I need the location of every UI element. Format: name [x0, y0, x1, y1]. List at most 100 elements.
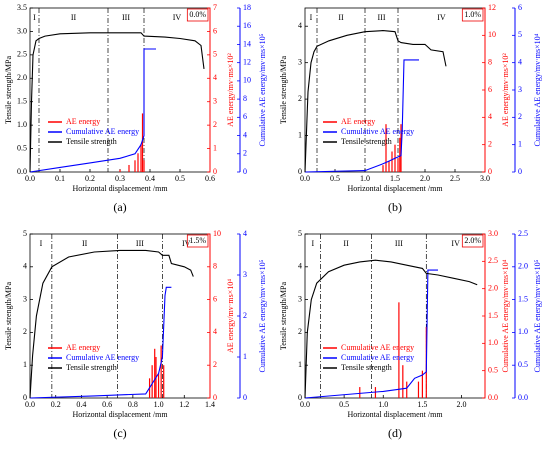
stage-label: I: [40, 239, 43, 248]
y2-tick-label: 10: [488, 30, 496, 39]
y2-axis-label: Cumulative AE energy/mv·ms×10⁴: [501, 259, 510, 372]
x-tick-label: 0.4: [145, 174, 155, 183]
x-axis-label: Horizontal displacement /mm: [72, 410, 168, 419]
y3-tick-label: 12: [243, 57, 251, 66]
x-tick-label: 0.2: [51, 400, 61, 409]
y3-tick-label: 1.5: [518, 294, 528, 303]
stage-label: II: [338, 13, 344, 22]
y2-tick-label: 4: [213, 73, 217, 82]
y2-tick-label: 7: [213, 3, 217, 12]
y2-tick-label: 2.0: [488, 283, 498, 292]
y2-tick-label: 1: [213, 143, 217, 152]
y2-tick-label: 10: [213, 229, 221, 238]
y-axis-label: Tensile strength/MPa: [4, 56, 13, 125]
y2-axis-label: AE energy/mv·ms×10⁴: [226, 279, 235, 353]
x-tick-label: 1.2: [179, 400, 189, 409]
plot-frame: [304, 233, 486, 399]
y2-tick-label: 2: [213, 360, 217, 369]
y3-tick-label: 14: [243, 39, 251, 48]
legend-label: Cumulative AE energy: [66, 127, 139, 136]
series-line: [29, 32, 205, 173]
y2-tick-label: 5: [213, 50, 217, 59]
y2-tick-label: 2: [213, 120, 217, 129]
series-line: [304, 59, 419, 173]
panel-label: (c): [113, 426, 126, 440]
x-tick-label: 3.0: [480, 174, 490, 183]
y2-tick-label: 8: [213, 262, 217, 271]
y3-tick-label: 2: [243, 311, 247, 320]
stage-label: II: [82, 239, 88, 248]
y3-tick-label: 2: [243, 149, 247, 158]
y-tick-label: 5: [298, 229, 302, 238]
y2-tick-label: 6: [488, 85, 492, 94]
x-tick-label: 1.4: [205, 400, 215, 409]
x-tick-label: 1.0: [154, 400, 164, 409]
y2-tick-label: 3.0: [488, 229, 498, 238]
series-line: [304, 269, 438, 399]
x-tick-label: 0.5: [175, 174, 185, 183]
legend-label: Cumulative AE energy: [341, 353, 414, 362]
y3-tick-label: 18: [243, 3, 251, 12]
annotation-box: [461, 234, 484, 248]
stage-label: IV: [451, 239, 460, 248]
y3-axis-label: Cumulative AE energy/mv·ms×10⁵: [533, 259, 542, 372]
y3-axis-label: Cumulative AE energy/mv·ms×10⁵: [258, 259, 267, 372]
y3-tick-label: 8: [243, 94, 247, 103]
y3-tick-label: 6: [243, 112, 247, 121]
legend-label: AE energy: [66, 117, 100, 126]
stage-label: II: [71, 13, 77, 22]
x-tick-label: 0.0: [300, 174, 310, 183]
stage-label: I: [310, 13, 313, 22]
stage-label: II: [343, 239, 349, 248]
y3-tick-label: 0: [518, 167, 522, 176]
y3-tick-label: 0: [243, 393, 247, 402]
x-tick-label: 0.3: [115, 174, 125, 183]
y3-tick-label: 16: [243, 21, 251, 30]
stage-label: IV: [173, 13, 182, 22]
y-tick-label: 0.5: [17, 143, 27, 152]
stage-label: IV: [437, 13, 446, 22]
y-tick-label: 3.0: [17, 26, 27, 35]
stage-label: III: [122, 13, 130, 22]
y2-axis-label: AE energy/mv·ms×10²: [226, 53, 235, 127]
y2-tick-label: 12: [488, 3, 496, 12]
y-tick-label: 1.0: [17, 120, 27, 129]
x-tick-label: 0.0: [25, 400, 35, 409]
y2-tick-label: 2.5: [488, 256, 498, 265]
y2-tick-label: 6: [213, 26, 217, 35]
legend-label: AE energy: [66, 343, 100, 352]
y-tick-label: 0: [298, 167, 302, 176]
y-tick-label: 3: [298, 294, 302, 303]
y2-tick-label: 4: [213, 327, 217, 336]
y3-tick-label: 4: [243, 229, 247, 238]
x-tick-label: 0.2: [85, 174, 95, 183]
stage-label: III: [395, 239, 403, 248]
y3-tick-label: 4: [518, 57, 522, 66]
y3-tick-label: 0: [243, 167, 247, 176]
x-tick-label: 1.0: [378, 400, 388, 409]
y-tick-label: 0: [298, 393, 302, 402]
y-tick-label: 0: [23, 393, 27, 402]
y2-tick-label: 3: [213, 97, 217, 106]
annotation-box: [461, 8, 484, 22]
y-tick-label: 1: [298, 130, 302, 139]
panel-label: (a): [113, 200, 126, 214]
panel-label: (d): [388, 426, 402, 440]
x-axis-label: Horizontal displacement /mm: [347, 410, 443, 419]
x-tick-label: 2.0: [420, 174, 430, 183]
annotation-box: [186, 234, 209, 248]
y-tick-label: 2: [298, 327, 302, 336]
y2-tick-label: 1.5: [488, 311, 498, 320]
series-line: [29, 249, 194, 399]
y2-tick-label: 4: [488, 112, 492, 121]
x-axis-label: Horizontal displacement /mm: [347, 184, 443, 193]
x-axis-label: Horizontal displacement /mm: [72, 184, 168, 193]
x-tick-label: 0.1: [55, 174, 65, 183]
legend-label: Cumulative AE energy: [341, 343, 414, 352]
y3-axis-label: Cumulative AE energy/mv·ms×10⁵: [258, 33, 267, 146]
y2-axis-label: AE energy/mv·ms×10²: [501, 53, 510, 127]
y-axis-label: Tensile strength/MPa: [279, 56, 288, 125]
y3-tick-label: 0.0: [518, 393, 528, 402]
plot-frame: [29, 233, 211, 399]
x-tick-label: 2.0: [457, 400, 467, 409]
